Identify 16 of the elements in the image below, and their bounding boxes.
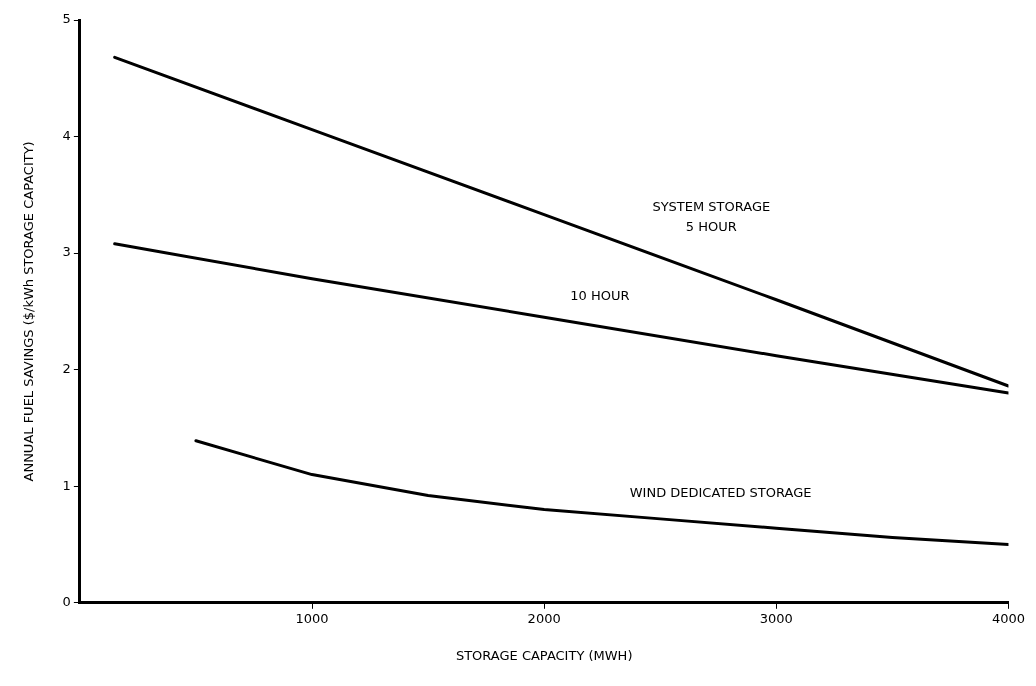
text: 5 HOUR [685,219,737,235]
annotation: SYSTEM STORAGE [652,199,771,215]
x-tick-label: 3000 [759,610,793,626]
x-axis-title: STORAGE CAPACITY (MWH) [455,647,633,663]
y-tick-label: 3 [62,244,71,260]
y-tick-label: 4 [62,127,71,143]
y-tick-label: 0 [62,594,71,610]
series-label: WIND DEDICATED STORAGE [629,485,812,501]
y-axis-title: ANNUAL FUEL SAVINGS ($/kWh STORAGE CAPACITY) [21,141,37,482]
x-tick-label: 2000 [527,610,561,626]
x-tick-label: 1000 [295,610,329,626]
x-tick-label: 4000 [991,610,1025,626]
y-tick-label: 5 [62,11,71,27]
y-tick-label: 2 [62,361,71,377]
series-label: 10 HOUR [570,287,630,303]
y-tick-label: 1 [62,477,71,493]
